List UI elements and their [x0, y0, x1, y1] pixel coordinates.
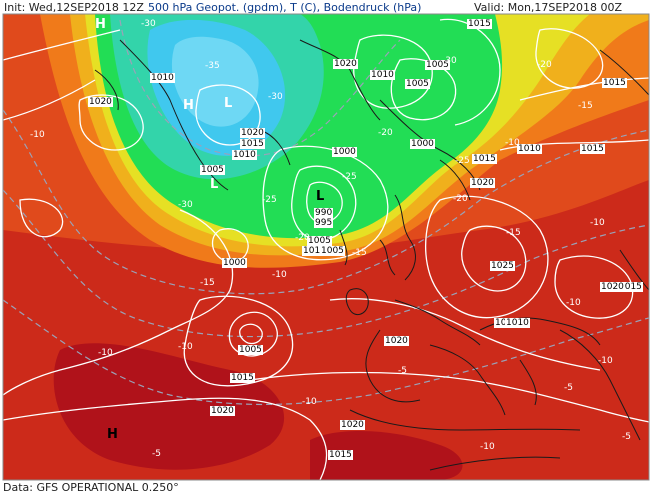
low-pressure-symbol: L: [224, 96, 233, 111]
temperature-label: -10: [302, 397, 317, 407]
temperature-label: -35: [205, 61, 220, 71]
temperature-label: -5: [622, 432, 631, 442]
isobar-label: 1020: [333, 59, 358, 69]
temperature-label: -10: [30, 130, 45, 140]
isobar-label: 1005: [238, 345, 263, 355]
temperature-label: -20: [378, 128, 393, 138]
low-pressure-symbol: L: [210, 177, 219, 192]
isobars: [3, 18, 649, 480]
temperature-label: -10: [98, 348, 113, 358]
isobar-label: 1005: [405, 79, 430, 89]
temperature-label: -10: [566, 298, 581, 308]
temperature-label: -30: [141, 19, 156, 29]
temperature-label: -10: [590, 218, 605, 228]
init-value: Wed,12SEP2018 12Z: [28, 1, 144, 14]
temperature-field-deep-red: [53, 343, 285, 470]
isobar-label: 1015: [240, 139, 265, 149]
temperature-label: -10: [178, 342, 193, 352]
isobar-label: 1020: [210, 406, 235, 416]
isobar-label: 1015: [580, 144, 605, 154]
valid-value: Mon,17SEP2018 00Z: [507, 1, 622, 14]
isobar-label: 1020: [600, 282, 625, 292]
isobar-label: 1010: [370, 70, 395, 80]
isobar-label: 1015: [472, 154, 497, 164]
low-pressure-symbol: L: [316, 189, 325, 204]
high-pressure-symbol: H: [107, 427, 118, 442]
temperature-label: -25: [455, 156, 470, 166]
temperature-label: -10: [505, 138, 520, 148]
isobar-label: 1000: [410, 139, 435, 149]
temperature-label: -15: [352, 248, 367, 258]
isobar-label: 1015: [602, 78, 627, 88]
isobar-label: 1010: [517, 144, 542, 154]
init-label-text: Init:: [4, 1, 26, 14]
isobar-label: 1020: [88, 97, 113, 107]
isobar-label: 1015: [328, 450, 353, 460]
temperature-label: -15: [200, 278, 215, 288]
temperature-label: -30: [442, 56, 457, 66]
isobar-label: 1010: [150, 73, 175, 83]
isobar-label: 1005: [425, 60, 450, 70]
temperature-label: -25: [262, 195, 277, 205]
isobar-label: 990: [314, 208, 334, 218]
geopotential-contours: [3, 19, 649, 406]
isobar-label: 1020: [240, 128, 265, 138]
temperature-label: -5: [152, 449, 161, 459]
valid-label: Valid: Mon,17SEP2018 00Z: [474, 1, 622, 14]
temperature-label: -5: [398, 366, 407, 376]
coastlines: [94, 39, 649, 471]
temperature-label: -20: [453, 194, 468, 204]
valid-label-text: Valid:: [474, 1, 505, 14]
isobar-label: 1020: [340, 420, 365, 430]
map-border: [2, 13, 650, 481]
isobar-label: 1025: [490, 261, 515, 271]
temperature-label: -30: [178, 200, 193, 210]
isobar-label: 1015: [618, 282, 643, 292]
isobar-label: 1005: [307, 236, 332, 246]
isobar-label: 1010: [302, 246, 327, 256]
high-pressure-symbol: H: [95, 17, 106, 32]
temperature-label: -5: [564, 383, 573, 393]
temperature-label: -20: [537, 60, 552, 70]
isobar-label: 1005: [320, 246, 345, 256]
temperature-field-deep-red-south: [310, 430, 463, 480]
isobar-label: 995: [314, 218, 334, 228]
high-pressure-symbol: H: [183, 98, 194, 113]
isobar-label: 1000: [332, 147, 357, 157]
isobar-label: 1020: [470, 178, 495, 188]
isobar-label: 1015: [230, 373, 255, 383]
isobar-label: 1010: [232, 150, 257, 160]
init-label: Init: Wed,12SEP2018 12Z: [4, 1, 144, 14]
isobar-label: 1015: [467, 19, 492, 29]
temperature-label: -15: [506, 228, 521, 238]
temperature-label: -15: [578, 101, 593, 111]
temperature-label: -25: [342, 172, 357, 182]
map-title: 500 hPa Geopot. (gpdm), T (C), Bodendruc…: [148, 1, 422, 14]
isobar-label: 1020: [384, 336, 409, 346]
isobar-label: 1005: [200, 165, 225, 175]
temperature-label: -10: [272, 270, 287, 280]
temperature-field-light-cyan: [171, 36, 259, 127]
temperature-label: -10: [480, 442, 495, 452]
isobar-label: 1000: [222, 258, 247, 268]
data-source: Data: GFS OPERATIONAL 0.250°: [3, 481, 179, 494]
temperature-label: -30: [268, 92, 283, 102]
isobar-label: 1010: [505, 318, 530, 328]
temperature-label: -20: [295, 233, 310, 243]
temperature-label: -10: [598, 356, 613, 366]
